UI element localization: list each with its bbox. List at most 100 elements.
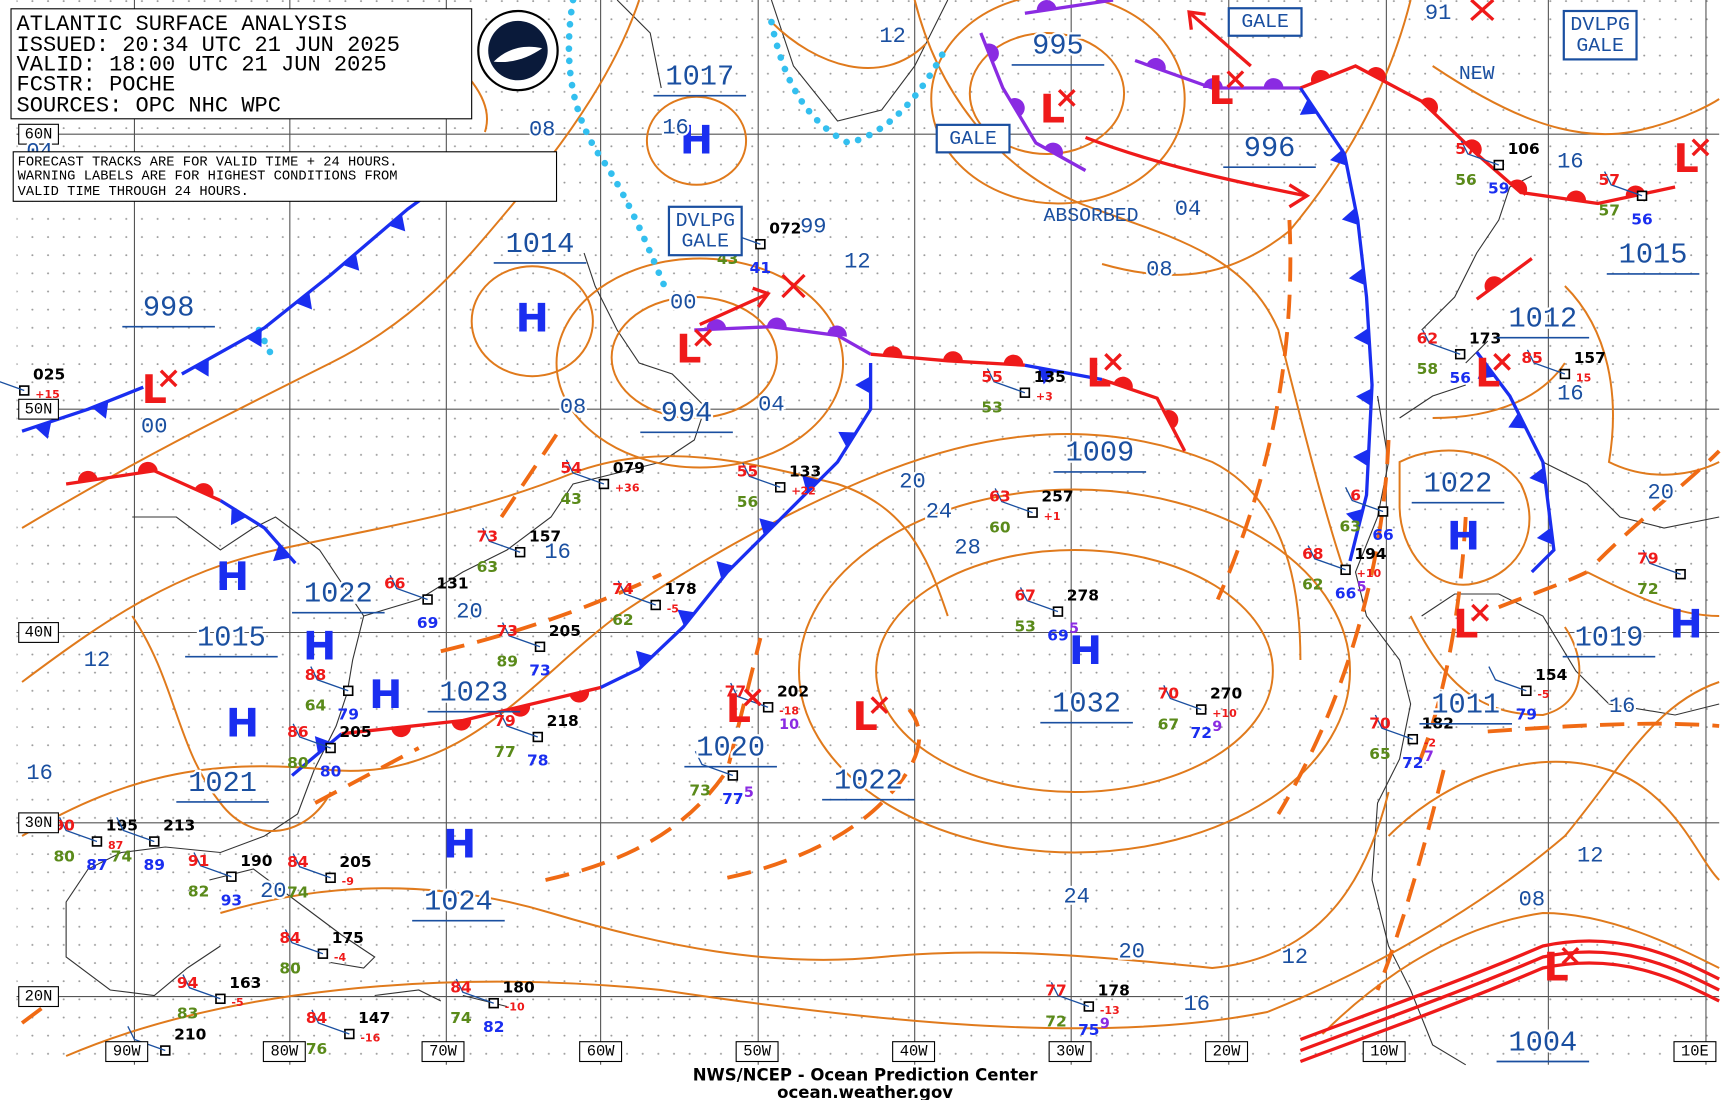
warm-front-pip xyxy=(943,351,963,362)
station-pressure-tendency: -2 xyxy=(1424,737,1436,750)
header-line: ISSUED: 20:34 UTC 21 JUN 2025 xyxy=(17,33,400,58)
wind-barb xyxy=(182,974,221,1000)
center-pressure: 1022 xyxy=(1424,468,1493,501)
station-dewpoint: 77 xyxy=(494,743,515,761)
station-dewpoint: 83 xyxy=(177,1005,198,1023)
station-dewpoint: 58 xyxy=(1417,360,1438,378)
lon-label: 40W xyxy=(900,1043,929,1061)
station-wave-period: 5 xyxy=(1069,621,1079,637)
trough xyxy=(499,433,559,519)
station-pressure-tendency: +1 xyxy=(1044,510,1061,523)
low-marker xyxy=(1493,353,1511,371)
occluded-front-pip xyxy=(1146,57,1166,72)
warm-front-pip xyxy=(1163,409,1179,429)
station-dewpoint: 56 xyxy=(1455,171,1476,189)
station-pressure: 180 xyxy=(503,978,535,996)
wind-barb xyxy=(1374,714,1414,740)
station-dewpoint: 62 xyxy=(612,611,633,629)
isobar xyxy=(930,0,1186,205)
station-symbol xyxy=(762,702,774,713)
cold-front-pip xyxy=(193,358,209,377)
isobar xyxy=(131,615,332,832)
station-wave-height: 72 xyxy=(1402,754,1423,772)
occluded-front-pip xyxy=(766,317,787,329)
station-pressure: 175 xyxy=(332,929,364,947)
lon-label: 60W xyxy=(587,1043,616,1061)
isobar-label: 00 xyxy=(670,290,696,315)
station-dewpoint: 80 xyxy=(53,847,74,865)
trough xyxy=(314,746,420,805)
cold-front-pip xyxy=(1529,467,1546,485)
isobar-label: 12 xyxy=(844,250,870,275)
lon-label: 10E xyxy=(1681,1043,1709,1061)
station-pressure: 025 xyxy=(33,366,65,384)
center-pressure: 1022 xyxy=(304,578,373,611)
wind-barb xyxy=(986,368,1026,394)
coastline xyxy=(363,252,706,617)
station-symbol xyxy=(1027,507,1038,518)
warning-label: GALE xyxy=(1576,35,1624,57)
high-symbol: H xyxy=(516,296,549,342)
lon-label: 20W xyxy=(1213,1043,1242,1061)
isobar xyxy=(1432,65,1720,136)
warm-front-pip xyxy=(1464,139,1482,157)
cold-front-pip xyxy=(246,329,262,348)
occluded-front-pip xyxy=(1009,98,1025,117)
station-dewpoint: 53 xyxy=(981,399,1002,417)
low-marker xyxy=(1561,947,1580,965)
trough xyxy=(440,572,663,654)
isobar-label: 04 xyxy=(1175,197,1201,222)
warm-front-pip xyxy=(1310,69,1331,84)
warning-box xyxy=(667,205,743,257)
station-symbol xyxy=(1521,685,1532,697)
isobar-label: 20 xyxy=(1648,481,1674,506)
warm-front-pip xyxy=(510,704,531,717)
center-pressure: 1019 xyxy=(1575,622,1644,655)
center-pressure: 1004 xyxy=(1508,1026,1577,1059)
station-pressure: 178 xyxy=(665,580,697,598)
warm-front-pip xyxy=(78,470,98,483)
station-dewpoint: 72 xyxy=(1637,580,1658,598)
lat-label: 30N xyxy=(25,814,53,832)
note-line: VALID TIME THROUGH 24 HOURS. xyxy=(18,185,249,200)
station-pressure-tendency: +10 xyxy=(1212,707,1237,720)
cold-front-pip xyxy=(1348,267,1366,286)
station-wave-height: 59 xyxy=(1488,180,1509,198)
station-wave-height: 87 xyxy=(86,856,107,874)
lon-label-box xyxy=(105,1041,149,1063)
center-pressure: 1020 xyxy=(696,732,765,765)
station-temperature: 88 xyxy=(305,666,326,684)
isobar xyxy=(875,549,1274,793)
station-dewpoint: 80 xyxy=(279,960,300,978)
lon-label-box xyxy=(892,1041,936,1063)
station-dewpoint: 57 xyxy=(1599,202,1620,220)
station-temperature: 63 xyxy=(989,488,1010,506)
wind-barb xyxy=(565,459,605,485)
annotation: ABSORBED xyxy=(1043,205,1138,227)
wind-barb xyxy=(292,723,331,749)
station-pressure-tendency: +3 xyxy=(1036,390,1053,403)
station-pressure: 205 xyxy=(339,853,371,871)
warm-front-pip xyxy=(1420,97,1439,115)
header-box xyxy=(10,8,473,120)
station-temperature: 57 xyxy=(1455,140,1476,158)
station-temperature: 85 xyxy=(1521,349,1542,367)
center-pressure: 995 xyxy=(1032,30,1084,63)
station-symbol xyxy=(215,993,226,1005)
wind-barb xyxy=(994,488,1033,514)
warning-label: DVLPG xyxy=(1570,14,1629,36)
low-symbol: L xyxy=(726,686,751,732)
station-pressure: 163 xyxy=(229,974,261,992)
wind-barb xyxy=(284,929,324,955)
wind-barb xyxy=(482,527,521,553)
low-marker xyxy=(1104,353,1122,371)
lon-label-box xyxy=(421,1041,465,1063)
header-line: FCSTR: POCHE xyxy=(17,73,176,98)
station-wave-height: 89 xyxy=(144,856,165,874)
front xyxy=(1475,351,1556,574)
isobar-label: 08 xyxy=(529,118,555,143)
station-dewpoint: 74 xyxy=(287,884,309,902)
